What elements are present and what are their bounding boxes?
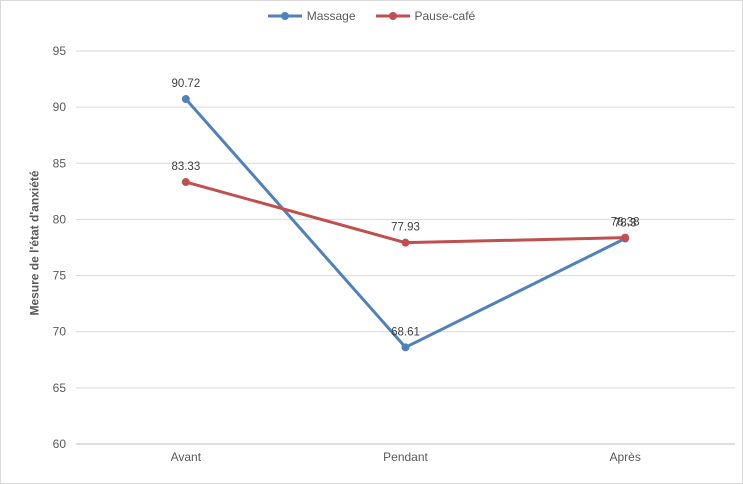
data-point-marker — [401, 343, 410, 352]
data-point-label: 78.3 — [614, 218, 636, 230]
data-point-marker — [401, 238, 410, 247]
data-point-marker — [621, 233, 630, 242]
y-tick-label: 90 — [53, 100, 67, 114]
y-tick-label: 65 — [53, 381, 67, 395]
data-point-label: 77.93 — [391, 222, 420, 234]
data-point-label: 90.72 — [171, 78, 200, 90]
y-axis-title-text: Mesure de l'état d'anxiété — [28, 170, 42, 316]
y-tick-label: 70 — [53, 325, 67, 339]
chart-legend: Massage Pause-café — [1, 9, 742, 23]
x-category-label: Avant — [171, 450, 202, 464]
data-point-label: 68.61 — [391, 326, 420, 338]
legend-label: Pause-café — [414, 9, 476, 23]
y-tick-label: 60 — [53, 437, 67, 451]
data-point-marker — [181, 178, 190, 187]
x-category-label: Pendant — [383, 450, 428, 464]
y-tick-label: 80 — [53, 212, 67, 226]
x-category-label: Après — [609, 450, 640, 464]
y-tick-label: 75 — [53, 269, 67, 283]
legend-item-Pause-café[interactable]: Pause-café — [375, 9, 476, 23]
legend-label: Massage — [306, 9, 356, 23]
y-tick-label: 85 — [53, 156, 67, 170]
data-point-label: 78.38 — [611, 217, 640, 229]
data-point-label: 83.33 — [171, 161, 200, 173]
legend-line-marker-icon — [375, 12, 410, 20]
y-tick-label: 95 — [53, 44, 67, 58]
series-Pause-café[interactable] — [181, 178, 630, 247]
legend-line-marker-icon — [267, 12, 302, 20]
legend-item-Massage[interactable]: Massage — [267, 9, 356, 23]
y-axis-title: Mesure de l'état d'anxiété — [27, 1, 43, 483]
data-point-marker — [181, 95, 190, 104]
